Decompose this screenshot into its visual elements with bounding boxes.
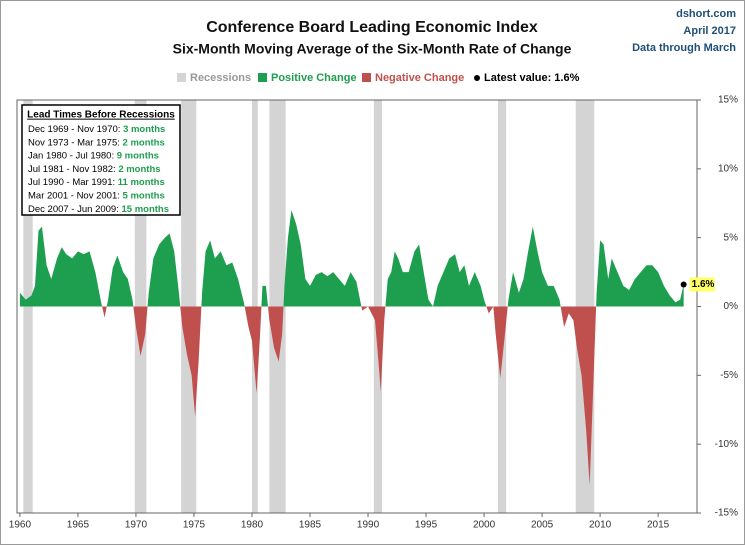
latest-label: 1.6% [692,279,715,290]
lead-period: Jul 1981 - Nov 1982: [28,163,118,174]
legend-swatch [258,73,267,82]
lead-months: 3 months [123,124,165,135]
date: April 2017 [683,25,736,37]
lead-period: Mar 2001 - Nov 2001: [28,190,123,201]
lead-months: 2 months [118,163,160,174]
lead-row: Dec 2007 - Jun 2009: 15 months [28,203,169,214]
latest-label-bg [689,277,715,292]
x-tick-label: 1975 [183,520,206,531]
legend-dot [474,75,480,81]
x-tick-label: 2000 [473,520,496,531]
lead-row: Jul 1990 - Mar 1991: 11 months [28,177,165,188]
chart-title: Conference Board Leading Economic Index [206,19,538,36]
y-tick-label: 10% [718,163,738,174]
x-tick-label: 2010 [589,520,612,531]
x-tick-label: 2005 [531,520,554,531]
lead-row: Jan 1980 - Jul 1980: 9 months [28,150,159,161]
x-tick-label: 2015 [647,520,670,531]
lead-period: Jan 1980 - Jul 1980: [28,150,117,161]
legend-label: Negative Change [375,72,464,84]
lead-period: Dec 1969 - Nov 1970: [28,124,123,135]
legend-label: Positive Change [271,72,357,84]
y-tick-label: -5% [720,370,738,381]
x-tick-label: 1985 [299,520,322,531]
lead-months: 9 months [117,150,159,161]
lead-box [21,104,181,216]
lead-title: Lead Times Before Recessions [27,110,175,121]
y-tick-label: 15% [718,95,738,106]
lead-months: 2 months [123,137,165,148]
x-tick-label: 1965 [67,520,90,531]
x-tick-label: 1980 [241,520,264,531]
legend-label: Recessions [190,72,251,84]
legend-label: Latest value: 1.6% [484,72,580,84]
positive-area [19,210,684,307]
lead-period: Jul 1990 - Mar 1991: [28,177,118,188]
y-tick-label: 5% [724,232,739,243]
legend-swatch [177,73,186,82]
lead-months: 5 months [123,190,165,201]
chart-subtitle: Six-Month Moving Average of the Six-Mont… [173,41,572,57]
lead-row: Mar 2001 - Nov 2001: 5 months [28,190,165,201]
x-tick-label: 1960 [9,520,32,531]
x-tick-label: 1995 [415,520,438,531]
y-tick-label: -10% [715,439,738,450]
lead-months: 15 months [121,203,169,214]
latest-dot [680,281,687,288]
lead-months: 11 months [118,177,165,188]
source: dshort.com [676,8,736,20]
lead-row: Jul 1981 - Nov 1982: 2 months [28,163,161,174]
lead-period: Nov 1973 - Mar 1975: [28,137,123,148]
legend-swatch [362,73,371,82]
legend: Recessions Positive Change Negative Chan… [177,72,580,84]
lead-row: Dec 1969 - Nov 1970: 3 months [28,124,165,135]
y-tick-label: -15% [715,508,738,519]
plot-area: 15% 10% 5% 0% -5% -10% -15% 1960 1965 1970 1975 198… [9,95,738,531]
x-tick-label: 1970 [125,520,148,531]
note: Data through March [632,42,736,54]
y-tick-label: 0% [724,301,739,312]
x-tick-label: 1990 [357,520,380,531]
lead-row: Nov 1973 - Mar 1975: 2 months [28,137,165,148]
lead-period: Dec 2007 - Jun 2009: [28,203,121,214]
